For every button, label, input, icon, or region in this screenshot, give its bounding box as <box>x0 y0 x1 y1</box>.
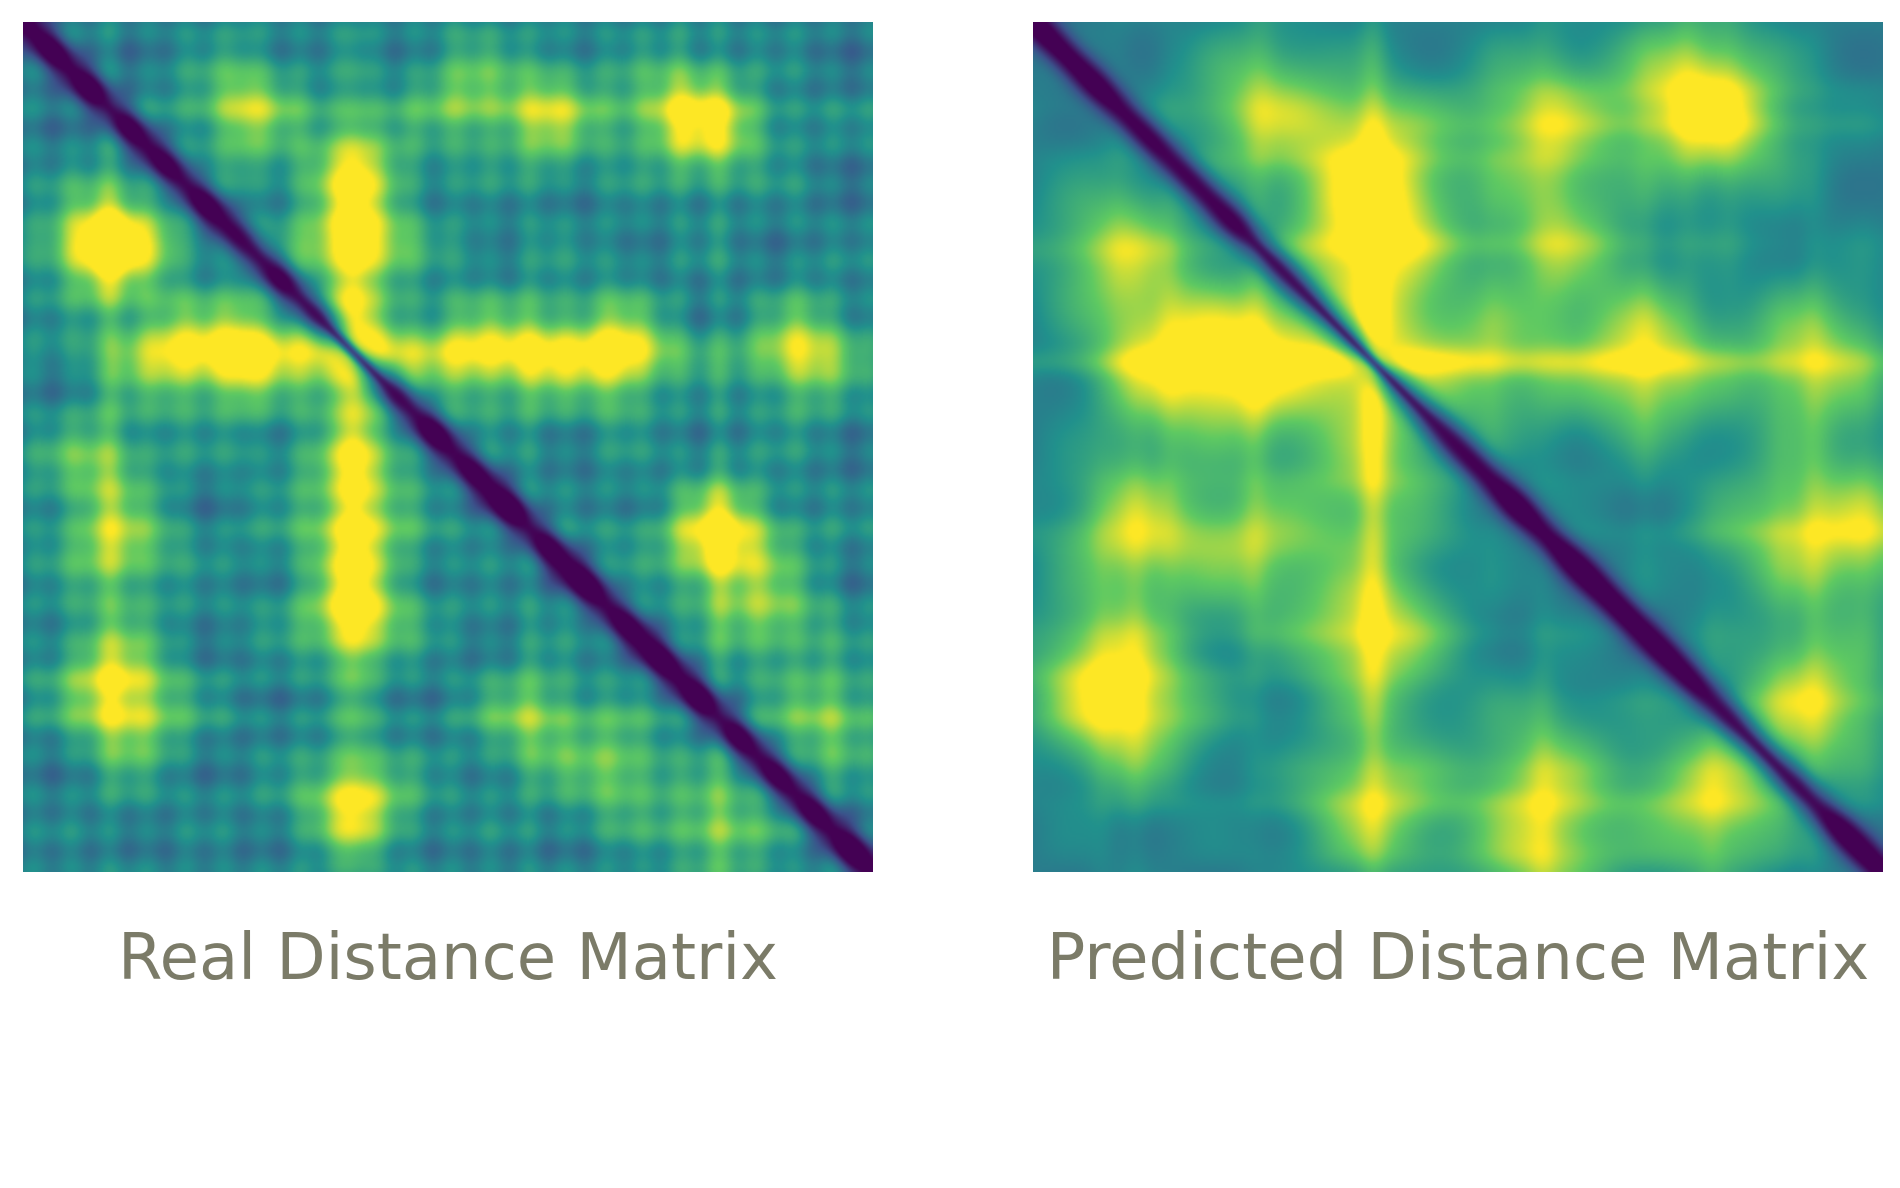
predicted-distance-matrix-heatmap <box>1033 22 1883 872</box>
predicted-distance-matrix-caption: Predicted Distance Matrix <box>1046 921 1870 995</box>
predicted-distance-matrix-panel: Predicted Distance Matrix <box>1033 0 1883 1000</box>
real-distance-matrix-heatmap <box>23 22 873 872</box>
real-distance-matrix-panel: Real Distance Matrix <box>23 0 873 1000</box>
real-distance-matrix-caption: Real Distance Matrix <box>118 921 778 995</box>
